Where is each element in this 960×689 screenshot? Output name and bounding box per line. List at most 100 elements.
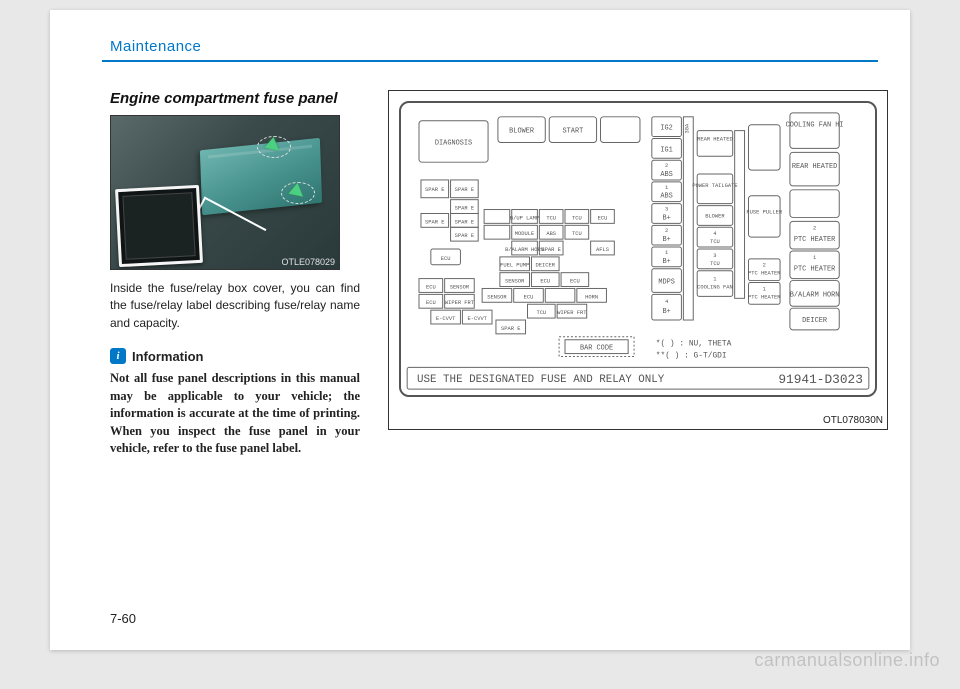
block-diagnosis: DIAGNOSIS [435,139,472,147]
svg-text:1: 1 [813,254,816,261]
block-ptc1-lg: PTC HEATER [794,266,835,274]
block-horn: HORN [585,293,598,300]
svg-text:SPAR E: SPAR E [455,232,474,239]
manual-page: Maintenance Engine compartment fuse pane… [50,10,910,650]
svg-text:ECU: ECU [524,293,534,300]
svg-text:WIPER FRT: WIPER FRT [557,309,587,316]
svg-text:TCU: TCU [546,214,556,221]
fuse-panel-diagram: DIAGNOSIS BLOWER START IG2 IG1 2 ABS [388,90,888,430]
diagram-partno: 91941-D3023 [778,372,863,387]
block-b4: B+ [662,308,670,316]
svg-text:1: 1 [763,285,766,292]
block-spare: SPAR E [425,186,444,193]
engine-compartment-photo: OTLE078029 [110,115,340,270]
svg-text:ABS: ABS [546,230,556,237]
svg-text:E-CVVT: E-CVVT [467,315,487,322]
information-heading-row: i Information [110,348,360,364]
svg-text:SPAR E: SPAR E [455,205,474,212]
right-column: DIAGNOSIS BLOWER START IG2 IG1 2 ABS [388,90,888,458]
svg-text:SPAR E: SPAR E [425,218,444,225]
information-text: Not all fuse panel descriptions in this … [110,370,360,458]
block-wiper: WIPER FRT [445,299,475,306]
svg-text:ECU: ECU [570,278,580,285]
svg-text:4: 4 [713,230,716,237]
svg-text:ECU: ECU [426,283,436,290]
block-ecvvt: E-CVVT [436,315,456,322]
block-afls: AFLS [596,246,609,253]
block-rear-heated-sm: REAR HEATED [697,135,733,142]
svg-text:B/ALARM HORN: B/ALARM HORN [505,246,544,253]
block-cooling-fan: COOLING FAN [697,283,733,290]
small-fuse-grid: SPAR E SPAR E SPAR E SPAR E SPAR E SPAR … [419,180,614,334]
svg-text:TCU: TCU [572,230,582,237]
svg-text:ECU: ECU [540,278,550,285]
svg-text:4: 4 [665,298,668,305]
block-mdps: MDPS [658,279,675,287]
block-b2: B+ [662,236,670,244]
svg-text:2: 2 [763,262,766,269]
svg-text:DEICER: DEICER [536,262,556,269]
block-tcu3: TCU [710,260,720,267]
svg-text:SPAR E: SPAR E [541,246,560,253]
svg-text:ECU: ECU [426,299,436,306]
block-fuse-puller: FUSE PULLER [746,208,782,215]
svg-text:ECU: ECU [598,214,608,221]
body-paragraph: Inside the fuse/relay box cover, you can… [110,280,360,332]
block-ig1: IG1 [660,146,672,154]
page-number: 7-60 [110,611,136,626]
photo-reference-code: OTLE078029 [281,257,335,267]
block-ptc2-lg: PTC HEATER [794,236,835,244]
svg-text:TCU: TCU [572,214,582,221]
block-blower: BLOWER [509,128,534,136]
block-balarm-horn: B/ALARM HORN [790,291,840,299]
block-blower2: BLOWER [705,212,725,219]
block-buplamp: B/UP LAMP [510,214,539,221]
svg-text:2: 2 [665,227,668,234]
block-b3: B+ [662,214,670,222]
svg-text:1: 1 [665,249,668,256]
section-heading: Engine compartment fuse panel [110,90,360,107]
information-icon: i [110,348,126,364]
svg-text:TCU: TCU [536,309,546,316]
diagram-footer-text: USE THE DESIGNATED FUSE AND RELAY ONLY [417,374,665,386]
svg-text:2: 2 [665,162,668,169]
block-cooling-fan-hi: COOLING FAN HI [786,122,844,130]
block-fuelpump: FUEL PUMP [500,262,529,269]
header-rule [102,60,877,62]
svg-text:SPAR E: SPAR E [455,186,474,193]
block-ptc2-sm: PTC HEATER [748,270,781,277]
fuse-label-inner [122,192,195,260]
block-ecu: ECU [441,255,451,262]
block-ptc1-sm: PTC HEATER [748,293,781,300]
block-sensor: SENSOR [450,283,470,290]
block-abs1: ABS [660,193,672,201]
svg-text:SPAR E: SPAR E [455,218,474,225]
block-start: START [563,128,584,136]
diagram-note2: **( ) : G-T/GDI [656,352,727,361]
barcode-label: BAR CODE [580,345,613,353]
svg-text:2: 2 [813,224,816,231]
left-column: Engine compartment fuse panel OTLE078029… [110,90,360,458]
svg-text:30A: 30A [683,123,690,133]
svg-text:3: 3 [713,252,716,259]
svg-text:SPAR E: SPAR E [501,325,520,332]
block-deicer: DEICER [802,317,827,325]
block-ig2: IG2 [660,125,672,133]
block-abs2: ABS [660,171,672,179]
svg-text:3: 3 [665,206,668,213]
watermark-text: carmanualsonline.info [754,650,940,671]
diagram-note1: *( ) : NU, THETA [656,340,732,349]
svg-text:SENSOR: SENSOR [487,293,507,300]
block-power-tailgate: POWER TAILGATE [692,182,737,189]
block-tcu4: TCU [710,238,720,245]
block-rear-heated: REAR HEATED [792,163,838,171]
diagram-reference-code: OTL078030N [823,415,883,426]
content-columns: Engine compartment fuse panel OTLE078029… [110,90,870,458]
diagram-border: DIAGNOSIS BLOWER START IG2 IG1 2 ABS [399,101,877,397]
svg-text:1: 1 [665,184,668,191]
block-module: MODULE [515,230,534,237]
information-label: Information [132,349,204,364]
svg-text:1: 1 [713,276,716,283]
page-header-title: Maintenance [110,38,870,55]
fuse-label-zoom [115,185,203,267]
